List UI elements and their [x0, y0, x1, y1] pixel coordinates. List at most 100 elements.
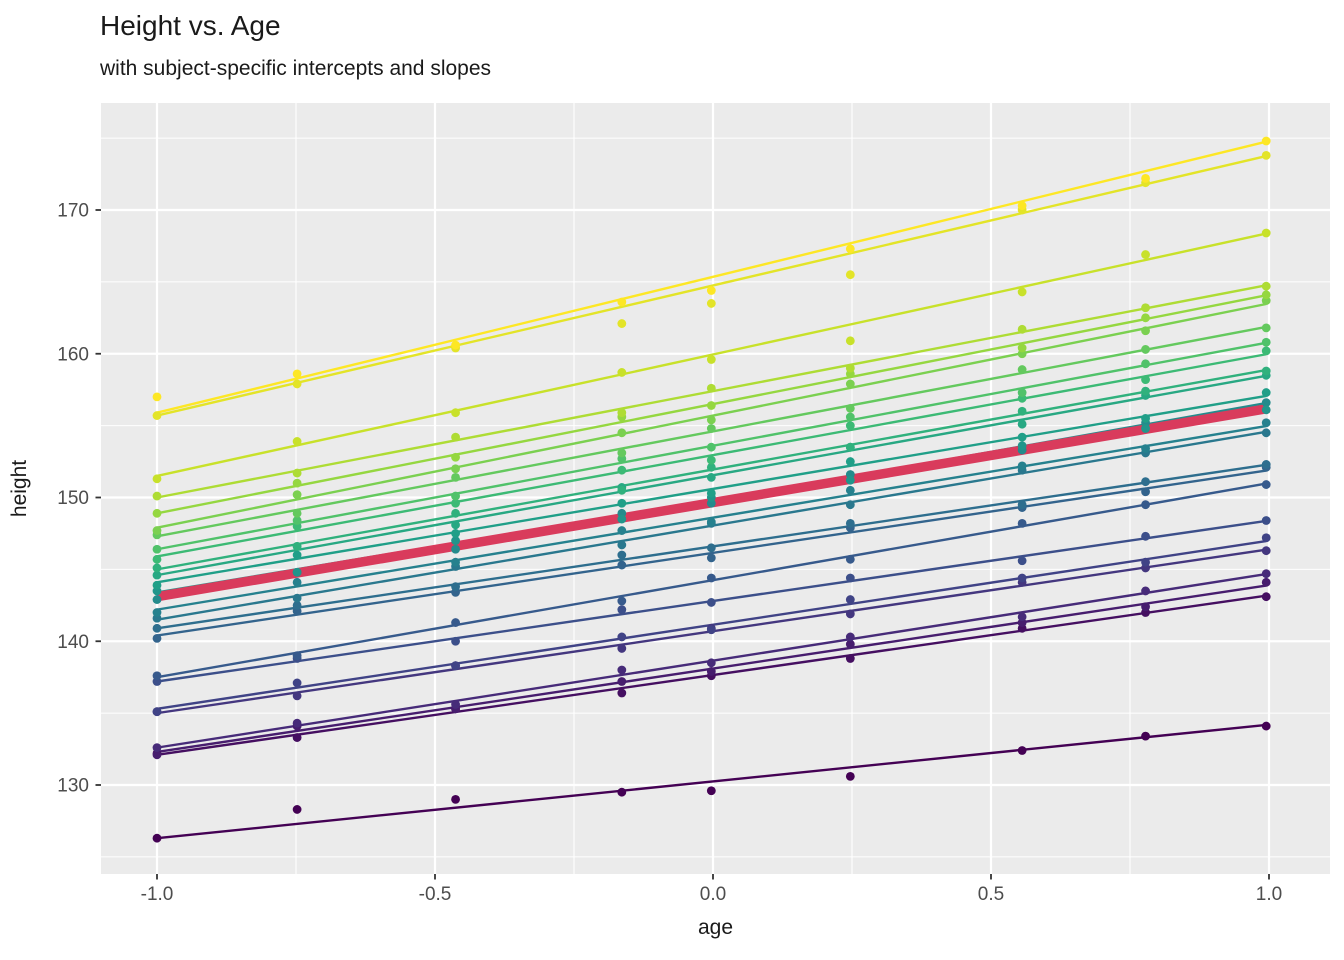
data-point	[617, 605, 627, 615]
data-point	[617, 677, 627, 686]
data-point	[617, 560, 627, 570]
data-point	[1141, 500, 1150, 510]
data-point	[292, 379, 302, 389]
data-point	[292, 691, 302, 701]
data-point	[617, 408, 627, 418]
data-point	[706, 573, 716, 583]
data-point	[845, 573, 855, 583]
data-point	[617, 688, 627, 698]
data-point	[1141, 359, 1150, 369]
subject-line	[156, 353, 1267, 558]
data-point	[617, 498, 627, 508]
data-point	[152, 392, 162, 402]
data-point	[1017, 500, 1027, 510]
data-point	[1261, 480, 1271, 489]
data-point	[1261, 546, 1271, 556]
data-point	[292, 437, 302, 446]
y-tick-label: 130	[57, 776, 89, 797]
data-point	[1017, 441, 1027, 451]
data-point	[845, 244, 855, 254]
data-point	[451, 520, 460, 530]
data-point	[451, 340, 460, 350]
subject-line	[156, 154, 1267, 417]
data-point	[451, 464, 460, 474]
data-point	[451, 536, 460, 546]
data-point	[617, 787, 627, 797]
subject-line	[156, 469, 1267, 637]
y-tick-label: 140	[57, 632, 89, 653]
chart-title: Height vs. Age	[100, 10, 281, 41]
data-point	[845, 632, 855, 642]
subject-line	[156, 140, 1267, 414]
data-point	[1261, 418, 1271, 428]
data-point	[152, 750, 162, 760]
data-point	[1141, 487, 1150, 497]
y-tick-label: 170	[57, 201, 89, 222]
data-point	[845, 500, 855, 510]
data-point	[1141, 586, 1150, 596]
data-point	[152, 633, 162, 643]
data-point	[152, 608, 162, 617]
data-point	[1141, 386, 1150, 396]
data-point	[1141, 531, 1150, 541]
data-point	[1141, 345, 1150, 354]
data-point	[845, 336, 855, 346]
data-point	[617, 526, 627, 535]
data-point	[706, 442, 716, 452]
data-point	[1261, 533, 1271, 543]
data-point	[617, 632, 627, 642]
chart-subtitle: with subject-specific intercepts and slo…	[100, 57, 492, 80]
data-point	[706, 658, 716, 668]
data-point	[292, 651, 302, 661]
data-point	[1261, 460, 1271, 469]
data-point	[451, 794, 460, 804]
data-point	[152, 743, 162, 753]
subject-line	[156, 723, 1267, 840]
data-point	[152, 526, 162, 535]
data-point	[451, 491, 460, 501]
data-point	[152, 671, 162, 681]
data-point	[451, 452, 460, 462]
data-point	[617, 540, 627, 550]
data-point	[451, 432, 460, 442]
x-tick-label: -0.5	[419, 884, 452, 905]
data-point	[1141, 303, 1150, 313]
data-point	[292, 468, 302, 478]
data-point	[1261, 569, 1271, 579]
data-point	[152, 595, 162, 604]
data-point	[1141, 414, 1150, 423]
data-point	[845, 412, 855, 422]
data-point	[1261, 228, 1271, 238]
data-point	[1261, 721, 1271, 731]
data-point	[1261, 428, 1271, 438]
data-point	[292, 478, 302, 488]
data-point	[152, 570, 162, 580]
data-point	[845, 485, 855, 495]
data-point	[152, 491, 162, 501]
data-point	[1017, 612, 1027, 622]
x-tick-label: 1.0	[1256, 884, 1282, 905]
data-point	[152, 554, 162, 564]
data-point	[451, 636, 460, 646]
data-point	[1261, 136, 1271, 146]
data-point	[845, 639, 855, 649]
data-point	[706, 415, 716, 425]
data-point	[845, 379, 855, 389]
x-axis-title: age	[698, 916, 733, 939]
data-point	[1017, 287, 1027, 297]
data-point	[706, 517, 716, 527]
x-tick-label: -1.0	[141, 884, 174, 905]
data-point	[617, 428, 627, 438]
data-point	[617, 465, 627, 475]
data-point	[1017, 365, 1027, 374]
data-point	[1017, 432, 1027, 442]
data-point	[845, 442, 855, 452]
data-point	[1141, 444, 1150, 454]
data-point	[706, 598, 716, 607]
data-point	[617, 514, 627, 524]
data-point	[1261, 290, 1271, 300]
data-point	[706, 462, 716, 472]
data-point	[152, 623, 162, 633]
data-point	[292, 490, 302, 500]
